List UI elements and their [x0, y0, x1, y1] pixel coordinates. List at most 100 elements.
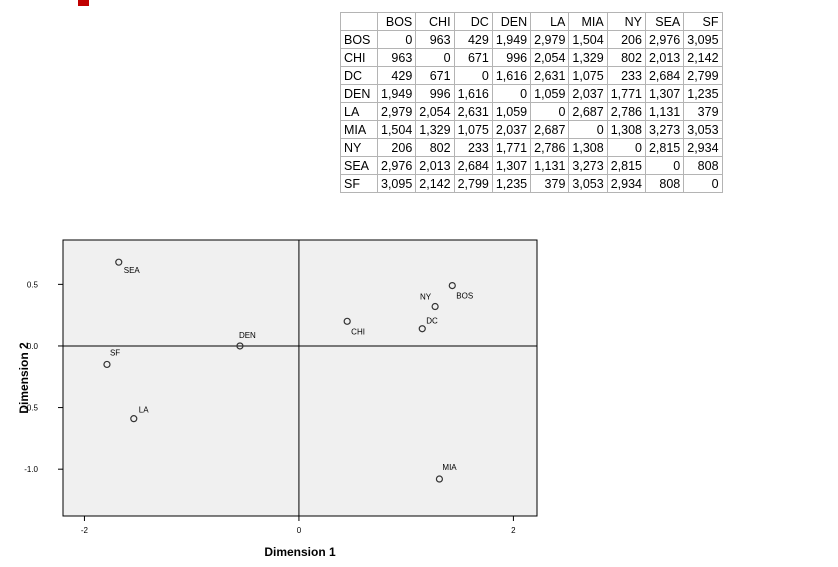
table-row: DC 429 671 0 1,616 2,631 1,075 233 2,684 2,799	[340, 66, 723, 85]
data-point-marker	[103, 360, 111, 369]
table-cell: 2,037	[491, 120, 532, 139]
table-cell: 2,976	[376, 156, 417, 175]
table-cell: 2,979	[376, 102, 417, 121]
table-cell: 0	[415, 48, 455, 67]
table-cell: 2,976	[644, 30, 685, 49]
table-cell: 2,934	[606, 174, 646, 193]
y-tick-label: 0.0	[27, 342, 39, 351]
row-header: SEA	[340, 156, 378, 175]
table-cell: 3,095	[683, 30, 723, 49]
table-cell: 1,059	[530, 84, 570, 103]
table-cell: 379	[683, 102, 723, 121]
table-cell: 379	[530, 174, 570, 193]
table-cell: 1,504	[376, 120, 417, 139]
table-cell: 802	[415, 138, 455, 157]
table-cell: 2,013	[415, 156, 455, 175]
table-cell: 2,684	[453, 156, 493, 175]
table-cell: 2,786	[606, 102, 646, 121]
data-point-marker	[448, 281, 456, 290]
y-tick-label: -0.5	[24, 404, 38, 413]
table-corner-cell	[340, 12, 378, 31]
table-cell: 1,059	[491, 102, 532, 121]
row-header: SF	[340, 174, 378, 193]
column-header: LA	[530, 12, 570, 31]
data-point-marker	[418, 325, 426, 333]
table-cell: 2,687	[530, 120, 570, 139]
table-cell: 2,815	[606, 156, 646, 175]
row-header: BOS	[340, 30, 378, 49]
table-cell: 1,235	[683, 84, 723, 103]
table-row: BOS 0 963 429 1,949 2,979 1,504 206 2,976 3,095	[340, 30, 723, 49]
column-header: SF	[683, 12, 723, 31]
data-point-marker	[115, 258, 123, 266]
table-cell: 671	[415, 66, 455, 85]
table-cell: 3,273	[644, 120, 685, 139]
table-row: DEN 1,949 996 1,616 0 1,059 2,037 1,771 1,307 1,2…	[340, 84, 723, 103]
table-row: SEA 2,976 2,013 2,684 1,307 1,131 3,273 2,815 0 8…	[340, 156, 723, 175]
column-header: BOS	[376, 12, 417, 31]
data-points: BOS CHI DC DEN LA MIA NY SEA SF	[103, 258, 473, 483]
data-point-label: MIA	[442, 463, 457, 472]
mds-scatter-plot: -2 0 2 0.5 0.0 -0.5 -1.0 BOS CHI DC DEN LA MIA NY SE…	[17, 239, 538, 559]
table-cell: 1,308	[568, 138, 608, 157]
table-cell: 2,786	[530, 138, 570, 157]
data-point-label: BOS	[456, 292, 473, 301]
table-cell: 233	[453, 138, 493, 157]
table-row: NY 206 802 233 1,771 2,786 1,308 0 2,815 2,934	[340, 138, 723, 157]
table-cell: 429	[453, 30, 493, 49]
data-point-label: NY	[420, 293, 432, 302]
y-tick-label: 0.5	[27, 280, 39, 289]
row-header: NY	[340, 138, 378, 157]
plot-area	[62, 239, 538, 517]
row-header: LA	[340, 102, 378, 121]
row-header: MIA	[340, 120, 378, 139]
table-cell: 2,815	[644, 138, 685, 157]
table-cell: 2,054	[415, 102, 455, 121]
data-point-marker	[435, 475, 444, 483]
table-cell: 0	[644, 156, 685, 175]
table-cell: 963	[376, 48, 417, 67]
column-header: MIA	[568, 12, 608, 31]
table-cell: 1,307	[491, 156, 532, 175]
column-header: DC	[453, 12, 493, 31]
table-row: SF 3,095 2,142 2,799 1,235 379 3,053 2,934 808 0	[340, 174, 723, 193]
data-point-marker	[343, 317, 351, 325]
table-cell: 1,771	[606, 84, 646, 103]
table-cell: 808	[644, 174, 685, 193]
table-cell: 0	[568, 120, 608, 139]
table-cell: 2,142	[415, 174, 455, 193]
table-cell: 2,631	[453, 102, 493, 121]
table-cell: 1,131	[644, 102, 685, 121]
data-point-marker	[236, 342, 244, 350]
table-cell: 1,771	[491, 138, 532, 157]
table-cell: 1,616	[491, 66, 532, 85]
table-cell: 0	[683, 174, 723, 193]
table-cell: 996	[415, 84, 455, 103]
table-row: CHI 963 0 671 996 2,054 1,329 802 2,013 2,142	[340, 48, 723, 67]
table-cell: 2,799	[683, 66, 723, 85]
column-header: SEA	[644, 12, 685, 31]
column-header: NY	[606, 12, 646, 31]
x-axis-label: Dimension 1	[264, 545, 336, 559]
table-cell: 808	[683, 156, 723, 175]
table-cell: 1,329	[415, 120, 455, 139]
table-cell: 0	[376, 30, 417, 49]
table-cell: 1,329	[568, 48, 608, 67]
table-cell: 2,934	[683, 138, 723, 157]
table-cell: 2,979	[530, 30, 570, 49]
table-cell: 3,273	[568, 156, 608, 175]
y-axis-ticks: 0.5 0.0 -0.5 -1.0	[24, 280, 63, 474]
table-cell: 0	[453, 66, 493, 85]
table-cell: 1,131	[530, 156, 570, 175]
x-tick-label: 2	[511, 526, 516, 535]
data-point-marker	[130, 415, 138, 423]
table-cell: 3,053	[568, 174, 608, 193]
table-cell: 1,307	[644, 84, 685, 103]
table-cell: 2,687	[568, 102, 608, 121]
data-point-label: SEA	[124, 266, 141, 275]
table-cell: 1,504	[568, 30, 608, 49]
table-cell: 1,949	[376, 84, 417, 103]
x-tick-label: 0	[297, 526, 302, 535]
table-cell: 2,799	[453, 174, 493, 193]
distance-table: BOS CHI DC DEN LA MIA NY SEA SF BOS 0 963 4…	[340, 12, 723, 193]
